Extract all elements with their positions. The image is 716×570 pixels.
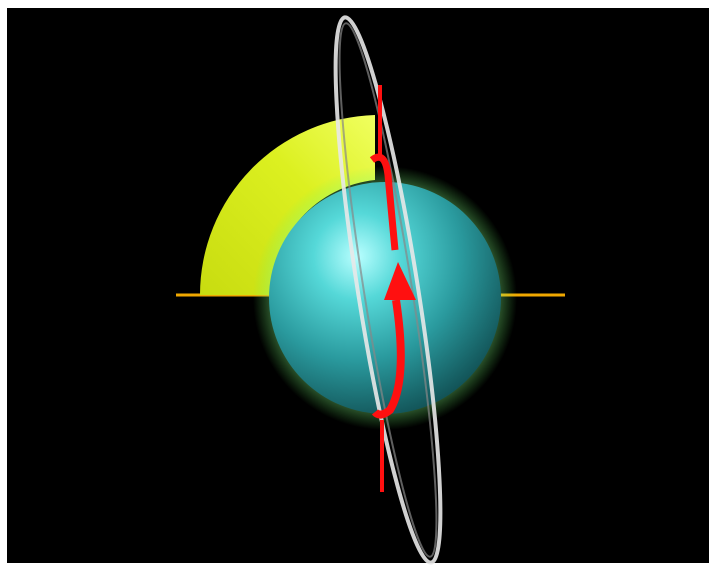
ring <box>333 15 443 565</box>
ring-inner <box>338 22 438 558</box>
red-arrowhead <box>384 262 416 300</box>
yellow-arc <box>199 115 375 295</box>
red-arrow-top <box>369 153 399 251</box>
red-arrow-bottom <box>371 299 405 419</box>
